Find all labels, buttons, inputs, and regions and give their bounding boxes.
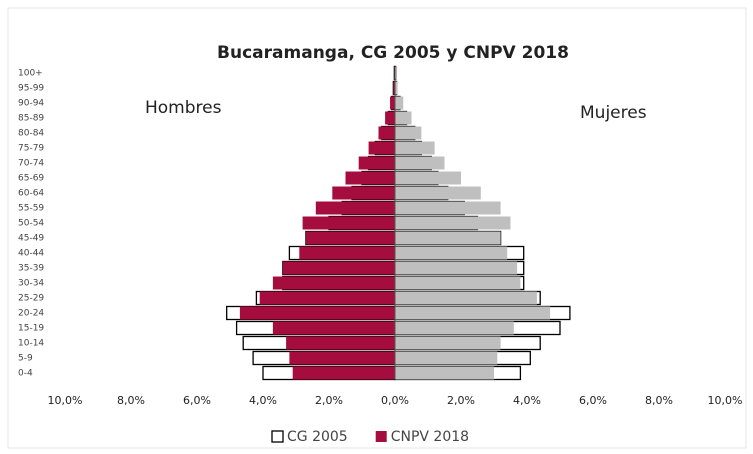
x-tick-label: 2,0% xyxy=(447,394,475,407)
y-tick-label: 30-34 xyxy=(18,279,44,289)
bar xyxy=(315,201,395,215)
bar xyxy=(368,141,395,155)
bar xyxy=(305,231,395,245)
x-tick-label: 8,0% xyxy=(645,394,673,407)
bar xyxy=(299,246,395,260)
y-tick-label: 25-29 xyxy=(18,294,44,304)
bar xyxy=(395,321,514,335)
bar xyxy=(395,111,412,125)
bar xyxy=(395,366,494,380)
y-tick-label: 45-49 xyxy=(18,234,44,244)
bar xyxy=(332,186,395,200)
bar xyxy=(390,96,395,110)
bar xyxy=(302,216,395,230)
legend-swatch xyxy=(375,431,387,442)
bar xyxy=(292,366,395,380)
bar xyxy=(239,306,395,320)
annotation: Mujeres xyxy=(580,103,647,123)
y-tick-label: 40-44 xyxy=(18,249,44,259)
bar xyxy=(395,261,518,275)
x-tick-label: 6,0% xyxy=(579,394,607,407)
y-tick-label: 20-24 xyxy=(18,309,44,319)
x-tick-label: 6,0% xyxy=(183,394,211,407)
y-tick-label: 95-99 xyxy=(18,84,44,94)
bar xyxy=(395,156,445,170)
x-tick-label: 4,0% xyxy=(249,394,277,407)
x-tick-label: 2,0% xyxy=(315,394,343,407)
bar xyxy=(395,216,511,230)
y-tick-label: 60-64 xyxy=(18,189,44,199)
y-tick-label: 75-79 xyxy=(18,144,44,154)
y-tick-label: 70-74 xyxy=(18,159,44,169)
y-tick-label: 85-89 xyxy=(18,114,44,124)
bar xyxy=(378,126,395,140)
y-tick-label: 65-69 xyxy=(18,174,44,184)
bar xyxy=(395,201,501,215)
y-tick-label: 5-9 xyxy=(18,354,33,364)
bar xyxy=(395,171,461,185)
bar xyxy=(395,246,508,260)
bar xyxy=(286,336,395,350)
y-tick-label: 50-54 xyxy=(18,219,44,229)
annotation: Hombres xyxy=(145,98,222,118)
y-tick-label: 35-39 xyxy=(18,264,44,274)
x-tick-label: 10,0% xyxy=(708,394,743,407)
bar xyxy=(395,81,398,95)
bar xyxy=(259,291,395,305)
legend-swatch xyxy=(271,430,284,443)
legend-label: CG 2005 xyxy=(287,429,348,445)
y-tick-label: 10-14 xyxy=(18,339,44,349)
bar xyxy=(393,81,395,95)
bar xyxy=(395,306,551,320)
y-tick-label: 100+ xyxy=(18,69,43,79)
bar xyxy=(395,186,481,200)
chart-border xyxy=(7,7,747,449)
bar xyxy=(395,126,422,140)
x-tick-label: 8,0% xyxy=(117,394,145,407)
bar xyxy=(282,261,395,275)
bar xyxy=(395,336,501,350)
x-tick-label: 10,0% xyxy=(48,394,83,407)
bar xyxy=(358,156,395,170)
bar xyxy=(395,96,404,110)
bar xyxy=(395,291,537,305)
x-tick-label: 4,0% xyxy=(513,394,541,407)
bar xyxy=(289,351,395,365)
y-tick-label: 0-4 xyxy=(18,369,33,379)
bar xyxy=(395,141,435,155)
chart-title: Bucaramanga, CG 2005 y CNPV 2018 xyxy=(217,43,569,63)
bar xyxy=(385,111,395,125)
bar xyxy=(395,231,501,245)
y-tick-label: 80-84 xyxy=(18,129,44,139)
y-tick-label: 55-59 xyxy=(18,204,44,214)
bar xyxy=(272,321,395,335)
x-tick-label: 0,0% xyxy=(381,394,409,407)
legend-label: CNPV 2018 xyxy=(391,429,469,445)
bar xyxy=(345,171,395,185)
y-tick-label: 90-94 xyxy=(18,99,44,109)
bar xyxy=(272,276,395,290)
bar xyxy=(395,276,521,290)
bar xyxy=(395,351,498,365)
y-tick-label: 15-19 xyxy=(18,324,44,334)
